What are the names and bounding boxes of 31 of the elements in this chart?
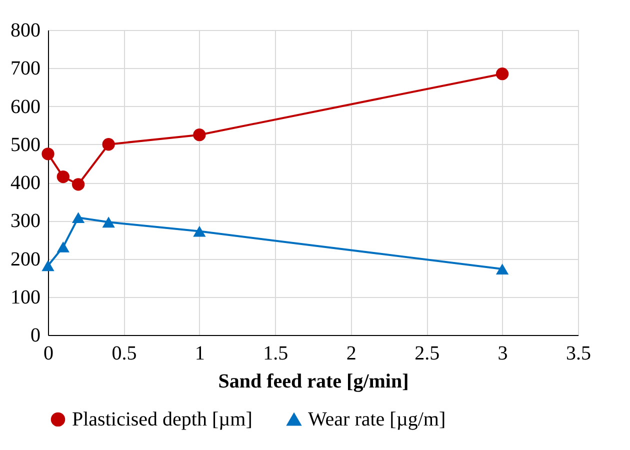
point	[193, 128, 206, 142]
point	[72, 178, 85, 191]
x-tick-label: 3	[498, 342, 508, 364]
legend-label: Plasticised depth [µm]	[72, 408, 252, 430]
point	[496, 68, 509, 80]
x-axis-title: Sand feed rate [g/min]	[218, 370, 409, 392]
y-tick-label: 800	[10, 20, 40, 42]
point	[102, 216, 115, 228]
x-tick-label: 2.5	[414, 342, 440, 364]
y-tick-label: 500	[10, 134, 40, 156]
y-tick-label: 200	[10, 248, 40, 270]
point	[56, 241, 70, 252]
x-tick-label: 2	[346, 342, 356, 364]
x-tick-label: 1	[194, 342, 205, 364]
y-tick-label: 100	[10, 286, 40, 308]
point	[56, 170, 70, 184]
point	[42, 148, 54, 160]
x-tick-label: 1.5	[263, 342, 288, 364]
y-tick-label: 600	[10, 96, 40, 118]
point	[496, 264, 509, 275]
y-tick-label: 400	[10, 172, 40, 194]
point	[42, 260, 54, 272]
x-tick-label: 3.5	[566, 342, 591, 364]
y-tick-label: 0	[30, 324, 40, 346]
y-tick-label: 300	[10, 210, 40, 232]
point	[193, 226, 206, 237]
legend-label: Wear rate [µg/m]	[308, 408, 446, 430]
x-tick-label: 0.5	[112, 342, 137, 364]
point	[102, 138, 115, 151]
point	[72, 212, 85, 224]
y-tick-label: 700	[10, 58, 40, 80]
